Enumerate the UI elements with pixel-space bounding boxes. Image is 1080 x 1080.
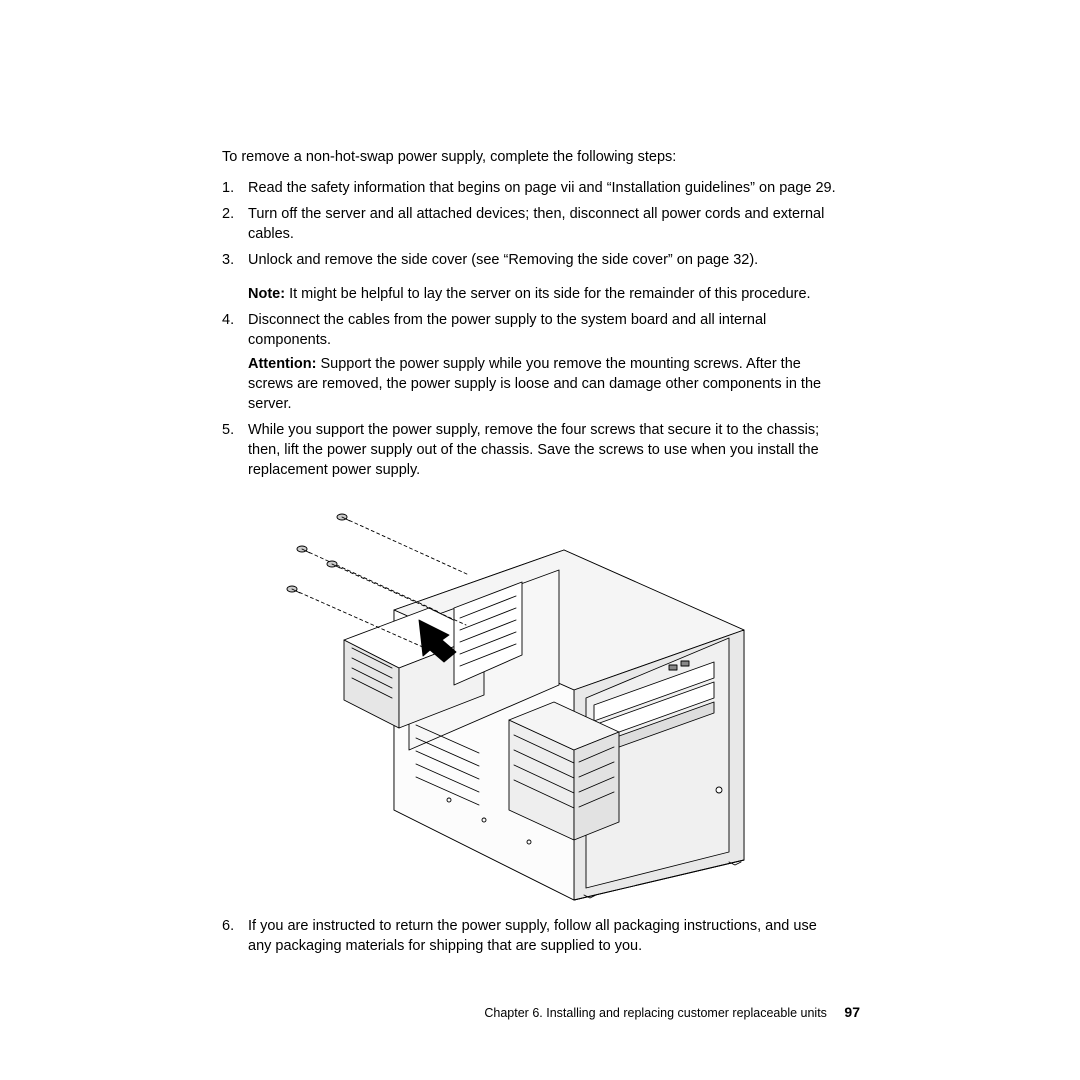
step-number: 6.	[222, 916, 234, 936]
step-5: 5. While you support the power supply, r…	[222, 420, 842, 910]
step-text: Unlock and remove the side cover (see “R…	[248, 252, 758, 268]
page-content: To remove a non-hot-swap power supply, c…	[222, 148, 842, 962]
step-number: 2.	[222, 204, 234, 224]
step-number: 3.	[222, 250, 234, 270]
step-text: Read the safety information that begins …	[248, 180, 836, 196]
note-text: It might be helpful to lay the server on…	[285, 286, 811, 302]
note-label: Note:	[248, 286, 285, 302]
chapter-label: Chapter 6. Installing and replacing cust…	[484, 1006, 827, 1020]
page-number: 97	[844, 1004, 860, 1020]
attention-label: Attention:	[248, 356, 316, 372]
step-3: 3. Unlock and remove the side cover (see…	[222, 250, 842, 304]
step-text: If you are instructed to return the powe…	[248, 918, 817, 954]
page-footer: Chapter 6. Installing and replacing cust…	[484, 1004, 860, 1020]
step-2: 2. Turn off the server and all attached …	[222, 204, 842, 244]
steps-list: 1. Read the safety information that begi…	[222, 178, 842, 956]
step-number: 4.	[222, 310, 234, 330]
step-6: 6. If you are instructed to return the p…	[222, 916, 842, 956]
intro-text: To remove a non-hot-swap power supply, c…	[222, 148, 842, 168]
step-4: 4. Disconnect the cables from the power …	[222, 310, 842, 414]
step-text: Turn off the server and all attached dev…	[248, 206, 824, 242]
attention-block: Attention: Support the power supply whil…	[248, 354, 842, 414]
step-text: Disconnect the cables from the power sup…	[248, 312, 766, 348]
step-text: While you support the power supply, remo…	[248, 422, 819, 478]
step-number: 5.	[222, 420, 234, 440]
server-diagram	[274, 490, 814, 910]
attention-text: Support the power supply while you remov…	[248, 356, 821, 412]
step-number: 1.	[222, 178, 234, 198]
step-1: 1. Read the safety information that begi…	[222, 178, 842, 198]
note-block: Note: It might be helpful to lay the ser…	[248, 284, 842, 304]
